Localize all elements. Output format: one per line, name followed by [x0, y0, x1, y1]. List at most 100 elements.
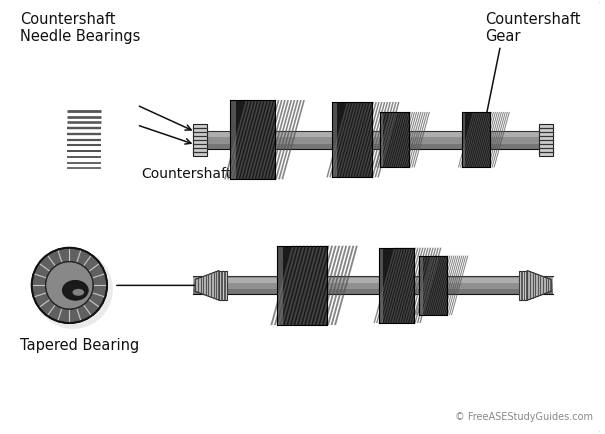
Bar — [539, 124, 553, 155]
Polygon shape — [407, 112, 423, 168]
Polygon shape — [460, 112, 476, 168]
Polygon shape — [361, 102, 382, 178]
Polygon shape — [421, 256, 439, 315]
Bar — [278, 246, 283, 325]
Polygon shape — [262, 100, 286, 179]
Bar — [231, 100, 275, 179]
Polygon shape — [451, 256, 468, 315]
Polygon shape — [249, 100, 273, 179]
Polygon shape — [399, 112, 415, 168]
Polygon shape — [234, 100, 257, 179]
Polygon shape — [480, 112, 496, 168]
Polygon shape — [396, 112, 413, 168]
Polygon shape — [259, 100, 283, 179]
Bar — [231, 100, 236, 179]
Polygon shape — [274, 246, 298, 325]
Polygon shape — [468, 112, 484, 168]
Polygon shape — [391, 248, 413, 323]
Bar — [462, 112, 465, 168]
Polygon shape — [381, 248, 403, 323]
Polygon shape — [464, 112, 480, 168]
Polygon shape — [281, 100, 305, 179]
Bar — [193, 278, 553, 283]
Polygon shape — [392, 112, 409, 168]
Polygon shape — [327, 246, 351, 325]
Polygon shape — [270, 246, 294, 325]
Polygon shape — [316, 246, 340, 325]
Polygon shape — [243, 100, 267, 179]
Ellipse shape — [73, 289, 84, 296]
Polygon shape — [388, 112, 405, 168]
Polygon shape — [332, 102, 355, 178]
Polygon shape — [431, 256, 448, 315]
Polygon shape — [288, 246, 312, 325]
Polygon shape — [275, 100, 298, 179]
Text: © FreeASEStudyGuides.com: © FreeASEStudyGuides.com — [454, 412, 593, 422]
Polygon shape — [390, 112, 407, 168]
Polygon shape — [419, 248, 442, 323]
Polygon shape — [403, 112, 419, 168]
Polygon shape — [378, 102, 399, 178]
Polygon shape — [458, 112, 474, 168]
Polygon shape — [429, 256, 446, 315]
Polygon shape — [409, 248, 431, 323]
Polygon shape — [488, 112, 504, 168]
Polygon shape — [466, 112, 482, 168]
Polygon shape — [352, 102, 374, 178]
Polygon shape — [405, 112, 422, 168]
Polygon shape — [306, 246, 330, 325]
Polygon shape — [462, 112, 478, 168]
Polygon shape — [389, 248, 411, 323]
Polygon shape — [299, 246, 322, 325]
Bar — [193, 131, 553, 148]
Bar — [379, 112, 410, 168]
Polygon shape — [363, 102, 385, 178]
Polygon shape — [382, 112, 398, 168]
Polygon shape — [373, 248, 396, 323]
Polygon shape — [281, 246, 305, 325]
Polygon shape — [302, 246, 326, 325]
Polygon shape — [384, 248, 406, 323]
Polygon shape — [231, 100, 254, 179]
Polygon shape — [349, 102, 371, 178]
Polygon shape — [379, 112, 396, 168]
Bar — [193, 289, 553, 294]
Polygon shape — [246, 100, 270, 179]
Polygon shape — [374, 102, 397, 178]
Bar — [193, 132, 553, 137]
Bar — [193, 124, 207, 155]
Polygon shape — [355, 102, 377, 178]
Polygon shape — [494, 112, 510, 168]
Polygon shape — [376, 248, 398, 323]
Polygon shape — [417, 256, 434, 315]
Polygon shape — [411, 248, 434, 323]
Polygon shape — [330, 246, 355, 325]
Text: Countershaft
Needle Bearings: Countershaft Needle Bearings — [20, 12, 140, 44]
Polygon shape — [433, 256, 451, 315]
Polygon shape — [419, 256, 437, 315]
Polygon shape — [439, 256, 456, 315]
Polygon shape — [341, 102, 363, 178]
Polygon shape — [338, 102, 360, 178]
Polygon shape — [443, 256, 460, 315]
Polygon shape — [320, 246, 344, 325]
Polygon shape — [401, 112, 417, 168]
Polygon shape — [402, 248, 424, 323]
Polygon shape — [224, 100, 247, 179]
Polygon shape — [414, 248, 436, 323]
Polygon shape — [329, 102, 352, 178]
Bar — [462, 112, 489, 168]
Polygon shape — [266, 100, 289, 179]
Polygon shape — [195, 270, 219, 300]
Polygon shape — [483, 112, 500, 168]
Polygon shape — [386, 248, 408, 323]
Polygon shape — [437, 256, 454, 315]
Polygon shape — [482, 112, 498, 168]
Polygon shape — [369, 102, 391, 178]
Polygon shape — [447, 256, 465, 315]
Bar — [278, 246, 327, 325]
Polygon shape — [324, 246, 347, 325]
Bar — [419, 256, 447, 315]
Polygon shape — [417, 248, 439, 323]
Polygon shape — [366, 102, 388, 178]
